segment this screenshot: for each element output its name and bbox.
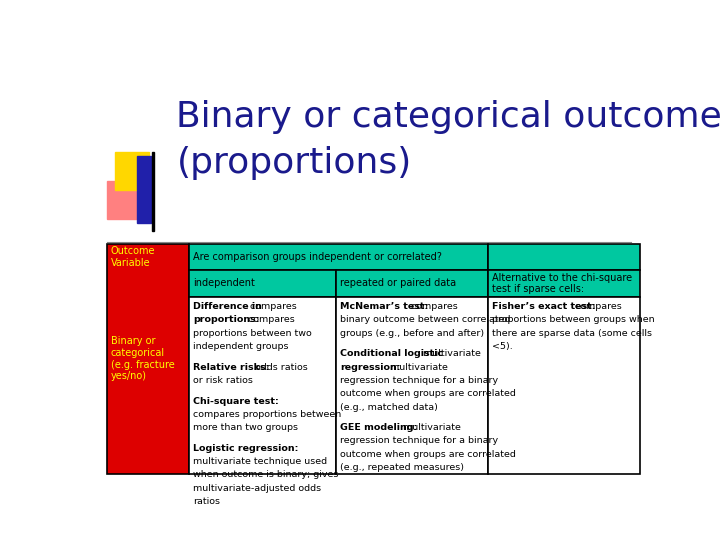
Text: regression technique for a binary: regression technique for a binary: [340, 436, 498, 446]
Text: proportions between groups when: proportions between groups when: [492, 315, 654, 325]
Text: compares: compares: [245, 315, 294, 325]
Text: Outcome
Variable: Outcome Variable: [111, 246, 155, 268]
Text: (proportions): (proportions): [176, 146, 412, 180]
Text: groups (e.g., before and after): groups (e.g., before and after): [340, 329, 484, 338]
Text: Difference in: Difference in: [193, 302, 262, 311]
Text: proportions:: proportions:: [193, 315, 260, 325]
Text: Relative risks:: Relative risks:: [193, 363, 269, 372]
Text: Logistic regression:: Logistic regression:: [193, 444, 299, 453]
Text: compares: compares: [572, 302, 621, 311]
Text: compares proportions between: compares proportions between: [193, 410, 341, 419]
Text: (e.g., matched data): (e.g., matched data): [340, 402, 438, 411]
Bar: [107, 181, 140, 219]
Text: multivariate: multivariate: [387, 363, 448, 372]
Bar: [336, 296, 487, 474]
Text: Conditional logistic: Conditional logistic: [340, 349, 443, 359]
Bar: [189, 244, 487, 270]
Text: ratios: ratios: [193, 497, 220, 506]
Text: compares: compares: [247, 302, 297, 311]
Text: <5).: <5).: [492, 342, 513, 351]
Bar: [153, 152, 154, 231]
Text: Are comparison groups independent or correlated?: Are comparison groups independent or cor…: [193, 252, 442, 262]
Text: Alternative to the chi-square
test if sparse cells:: Alternative to the chi-square test if sp…: [492, 273, 631, 294]
Text: Binary or
categorical
(e.g. fracture
yes/no): Binary or categorical (e.g. fracture yes…: [111, 336, 174, 381]
Bar: [487, 244, 639, 270]
Text: multivariate: multivariate: [400, 423, 461, 432]
Text: (e.g., repeated measures): (e.g., repeated measures): [340, 463, 464, 472]
Bar: [115, 152, 148, 190]
Text: odds ratios: odds ratios: [253, 363, 308, 372]
Bar: [189, 270, 336, 296]
Bar: [487, 270, 639, 296]
Text: or risk ratios: or risk ratios: [193, 376, 253, 385]
Text: independent: independent: [193, 279, 255, 288]
Text: multivariate technique used: multivariate technique used: [193, 457, 328, 466]
Text: Binary or categorical outcomes: Binary or categorical outcomes: [176, 100, 720, 134]
Text: there are sparse data (some cells: there are sparse data (some cells: [492, 329, 652, 338]
Text: independent groups: independent groups: [193, 342, 289, 351]
Text: when outcome is binary; gives: when outcome is binary; gives: [193, 470, 338, 480]
Text: multivariate: multivariate: [420, 349, 480, 359]
Text: outcome when groups are correlated: outcome when groups are correlated: [340, 450, 516, 459]
Bar: [487, 296, 639, 474]
Text: multivariate-adjusted odds: multivariate-adjusted odds: [193, 484, 321, 492]
Bar: [138, 156, 151, 223]
Bar: [107, 244, 189, 474]
Text: Chi-square test:: Chi-square test:: [193, 396, 279, 406]
Text: outcome when groups are correlated: outcome when groups are correlated: [340, 389, 516, 398]
Bar: [189, 296, 336, 474]
Text: regression:: regression:: [340, 363, 400, 372]
Text: more than two groups: more than two groups: [193, 423, 298, 432]
Text: McNemar’s test:: McNemar’s test:: [340, 302, 428, 311]
Text: compares: compares: [408, 302, 458, 311]
Text: regression technique for a binary: regression technique for a binary: [340, 376, 498, 385]
Text: proportions between two: proportions between two: [193, 329, 312, 338]
Text: binary outcome between correlated: binary outcome between correlated: [340, 315, 510, 325]
Text: repeated or paired data: repeated or paired data: [340, 279, 456, 288]
Text: Fisher’s exact test:: Fisher’s exact test:: [492, 302, 595, 311]
Text: GEE modeling:: GEE modeling:: [340, 423, 417, 432]
Bar: [336, 270, 487, 296]
